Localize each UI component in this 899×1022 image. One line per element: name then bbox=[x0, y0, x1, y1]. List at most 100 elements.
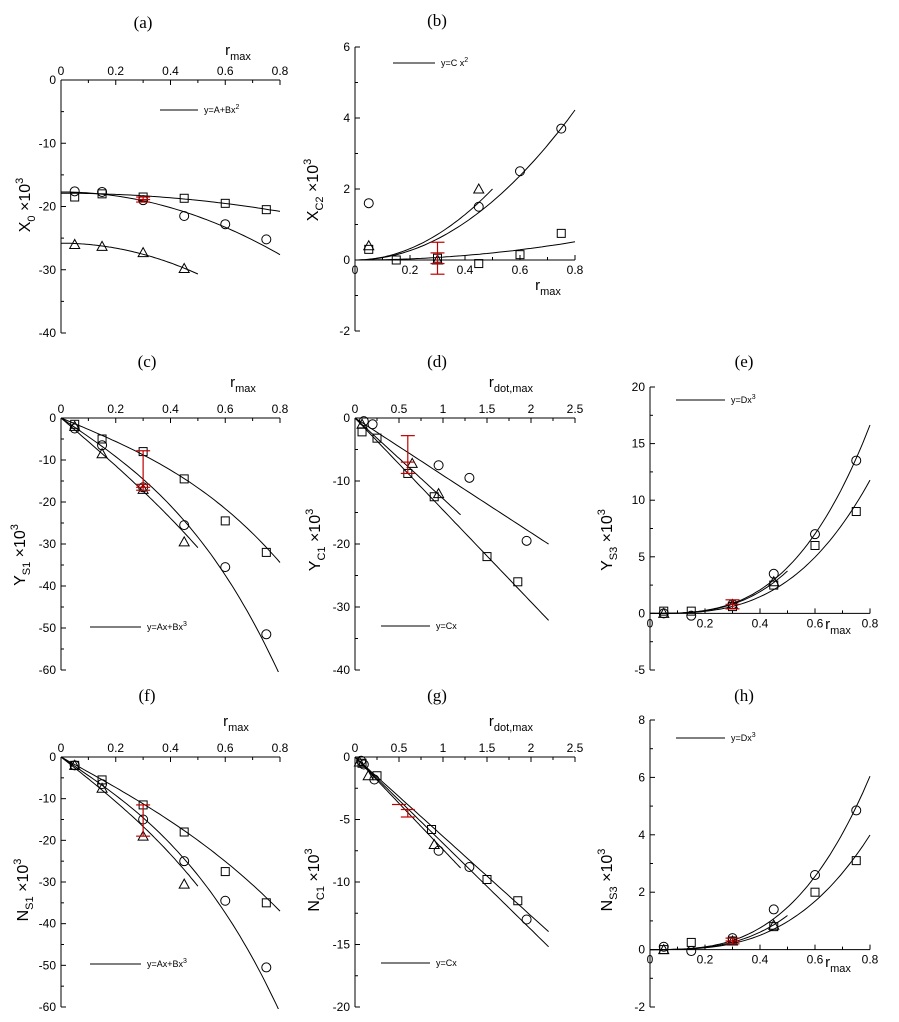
y-axis-label-main: X bbox=[305, 210, 322, 221]
x-tick-label: 0 bbox=[352, 741, 359, 755]
legend-label-sup: 3 bbox=[183, 621, 187, 628]
legend-label-sup: 3 bbox=[752, 394, 756, 401]
data-point-square bbox=[659, 606, 669, 616]
y-tick-label: -30 bbox=[333, 600, 351, 614]
y-axis-label-tail: ×10 bbox=[307, 515, 324, 547]
x-axis-label-main: r bbox=[535, 277, 540, 294]
y-tick-label: -40 bbox=[39, 917, 57, 931]
data-point-square bbox=[482, 875, 492, 884]
panel-g: (g) 0 -5 -10 -15 -20 0 0.5 1 1.5 2 2.5 rdot,max NC1 ×… bbox=[303, 686, 584, 1014]
y-axis-label-sub: S3 bbox=[608, 886, 620, 899]
y-axis-label-sub: C1 bbox=[315, 886, 327, 900]
data-point-circle bbox=[138, 195, 149, 206]
x-axis-label-sub: max bbox=[228, 722, 249, 734]
data-point-circle bbox=[851, 455, 862, 466]
data-point-triangle bbox=[362, 239, 375, 251]
fit-curve bbox=[650, 479, 871, 614]
y-tick-label: -40 bbox=[333, 663, 351, 677]
data-point-circle bbox=[220, 562, 231, 573]
legend-label-main: y=A+Bx bbox=[204, 105, 236, 115]
y-axis-label-main: N bbox=[15, 910, 32, 922]
legend-label: y=C x2 bbox=[441, 57, 468, 68]
data-point-triangle bbox=[353, 755, 366, 767]
data-point-circle bbox=[521, 535, 532, 546]
x-axis-label: rmax bbox=[225, 42, 251, 63]
data-point-circle bbox=[363, 198, 374, 209]
x-tick-label: 0.4 bbox=[752, 616, 769, 630]
y-axis-label-sup: 3 bbox=[596, 849, 608, 855]
data-point-triangle bbox=[657, 943, 670, 955]
panel-label: (b) bbox=[427, 11, 447, 30]
data-point-square bbox=[851, 507, 861, 517]
y-tick-label: 4 bbox=[638, 828, 645, 842]
data-point-triangle bbox=[428, 838, 441, 849]
y-tick-label: -50 bbox=[39, 621, 57, 635]
panel-d: (d) 0 -10 -20 -30 -40 0 0.5 1 1.5 2 2.5 rdot,max YC1 … bbox=[304, 352, 584, 677]
x-tick-label: 0.6 bbox=[807, 616, 824, 630]
fit-curve bbox=[650, 424, 871, 614]
panel-f: (f) 0 -10 -20 -30 -40 -50 -60 0 0.2 0.4 0.6 0.8 rmax N… bbox=[12, 686, 289, 1014]
data-point-square bbox=[810, 887, 820, 897]
panel-label: (c) bbox=[138, 352, 157, 371]
data-point-triangle bbox=[96, 240, 108, 251]
x-tick-label: 0 bbox=[58, 741, 65, 755]
y-tick-label: -10 bbox=[333, 474, 351, 488]
y-axis-label-sub: S3 bbox=[608, 547, 620, 560]
y-tick-label: 6 bbox=[638, 770, 645, 784]
y-axis-label-tail: ×10 bbox=[17, 184, 34, 216]
y-axis-label-sub: C1 bbox=[316, 546, 328, 560]
data-point-square bbox=[513, 577, 523, 587]
fit-curve bbox=[650, 915, 788, 951]
y-axis-label-main: Y bbox=[12, 575, 29, 586]
data-point-circle bbox=[179, 520, 190, 531]
y-tick-label: -20 bbox=[39, 833, 57, 847]
x-axis-label: rmax bbox=[223, 713, 249, 734]
data-point-circle bbox=[851, 805, 862, 816]
x-tick-label: 0.2 bbox=[107, 741, 124, 755]
y-tick-label: -20 bbox=[333, 1000, 351, 1014]
x-axis-label: rmax bbox=[825, 616, 851, 637]
x-axis-label-sub: max bbox=[235, 383, 256, 395]
x-tick-label: 0.4 bbox=[162, 64, 179, 78]
data-point-circle bbox=[433, 460, 444, 471]
y-tick-label: 4 bbox=[343, 111, 350, 125]
data-point-square bbox=[513, 896, 523, 906]
x-tick-label: 0.5 bbox=[391, 402, 408, 416]
data-point-square bbox=[372, 433, 382, 443]
y-axis-label-tail: ×10 bbox=[306, 854, 323, 886]
y-axis-label-main: Y bbox=[599, 560, 616, 571]
legend-label: y=Dx3 bbox=[731, 732, 756, 743]
data-point-circle bbox=[768, 904, 779, 915]
y-tick-label: 0 bbox=[49, 73, 56, 87]
x-tick-label: 0.8 bbox=[862, 953, 879, 967]
data-point-square bbox=[220, 198, 230, 208]
data-point-circle bbox=[261, 234, 272, 245]
x-tick-label: 0.6 bbox=[512, 263, 529, 277]
y-axis-label-sup: 3 bbox=[9, 524, 21, 530]
data-point-square bbox=[261, 898, 271, 908]
x-tick-label: 0 bbox=[58, 402, 65, 416]
data-point-circle bbox=[556, 123, 567, 134]
y-tick-label: -50 bbox=[39, 958, 57, 972]
data-point-square bbox=[97, 434, 107, 444]
x-tick-label: 0.2 bbox=[107, 402, 124, 416]
y-tick-label: 0 bbox=[49, 750, 56, 764]
y-tick-label: 0 bbox=[343, 253, 350, 267]
x-tick-label: 0 bbox=[58, 64, 65, 78]
x-axis-label-sub: max bbox=[830, 963, 851, 975]
fit-curve bbox=[60, 417, 279, 672]
panel-label: (e) bbox=[735, 352, 754, 371]
data-point-square bbox=[556, 228, 566, 238]
data-point-circle bbox=[179, 856, 190, 867]
data-point-square bbox=[391, 255, 401, 265]
y-axis-label: NS3 ×103 bbox=[596, 849, 620, 912]
panel-label: (g) bbox=[427, 686, 447, 705]
y-tick-label: 2 bbox=[638, 885, 645, 899]
x-tick-label: 0.8 bbox=[862, 616, 879, 630]
data-point-triangle bbox=[137, 246, 149, 258]
x-axis-label-main: r bbox=[489, 713, 494, 730]
data-point-triangle bbox=[657, 607, 670, 618]
y-axis-label-tail: ×10 bbox=[599, 515, 616, 547]
